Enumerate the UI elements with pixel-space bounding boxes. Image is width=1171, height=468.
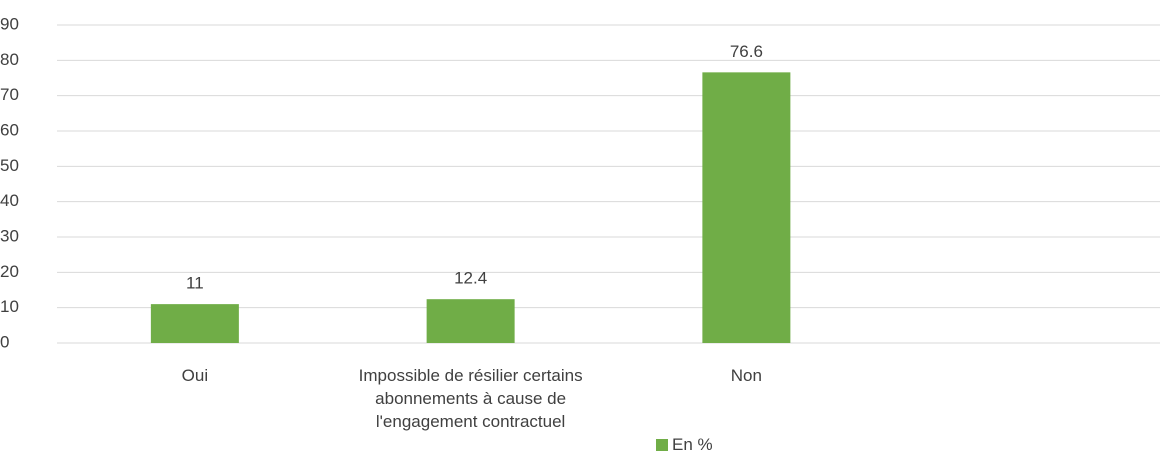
y-tick-label: 40 bbox=[0, 191, 19, 210]
y-tick-label: 70 bbox=[0, 85, 19, 104]
y-tick-label: 60 bbox=[0, 120, 19, 139]
legend-item: En % bbox=[656, 435, 713, 455]
y-tick-label: 10 bbox=[0, 297, 19, 316]
data-label: 11 bbox=[186, 274, 204, 293]
x-tick-label: Impossible de résilier certains abonneme… bbox=[358, 366, 583, 431]
x-tick-label: Oui bbox=[181, 366, 209, 385]
bar bbox=[150, 304, 239, 343]
y-tick-label: 0 bbox=[0, 332, 9, 351]
data-label: 12.4 bbox=[454, 269, 487, 288]
y-tick-label: 30 bbox=[0, 226, 19, 245]
y-tick-label: 80 bbox=[0, 50, 19, 69]
legend-label: En % bbox=[672, 435, 713, 454]
legend-swatch bbox=[656, 439, 668, 451]
x-tick-label: Non bbox=[730, 366, 762, 385]
y-tick-label: 20 bbox=[0, 262, 19, 281]
bar bbox=[426, 299, 515, 343]
data-label: 76.6 bbox=[730, 42, 763, 61]
y-tick-label: 90 bbox=[0, 14, 19, 33]
bar bbox=[702, 72, 791, 343]
y-tick-label: 50 bbox=[0, 156, 19, 175]
